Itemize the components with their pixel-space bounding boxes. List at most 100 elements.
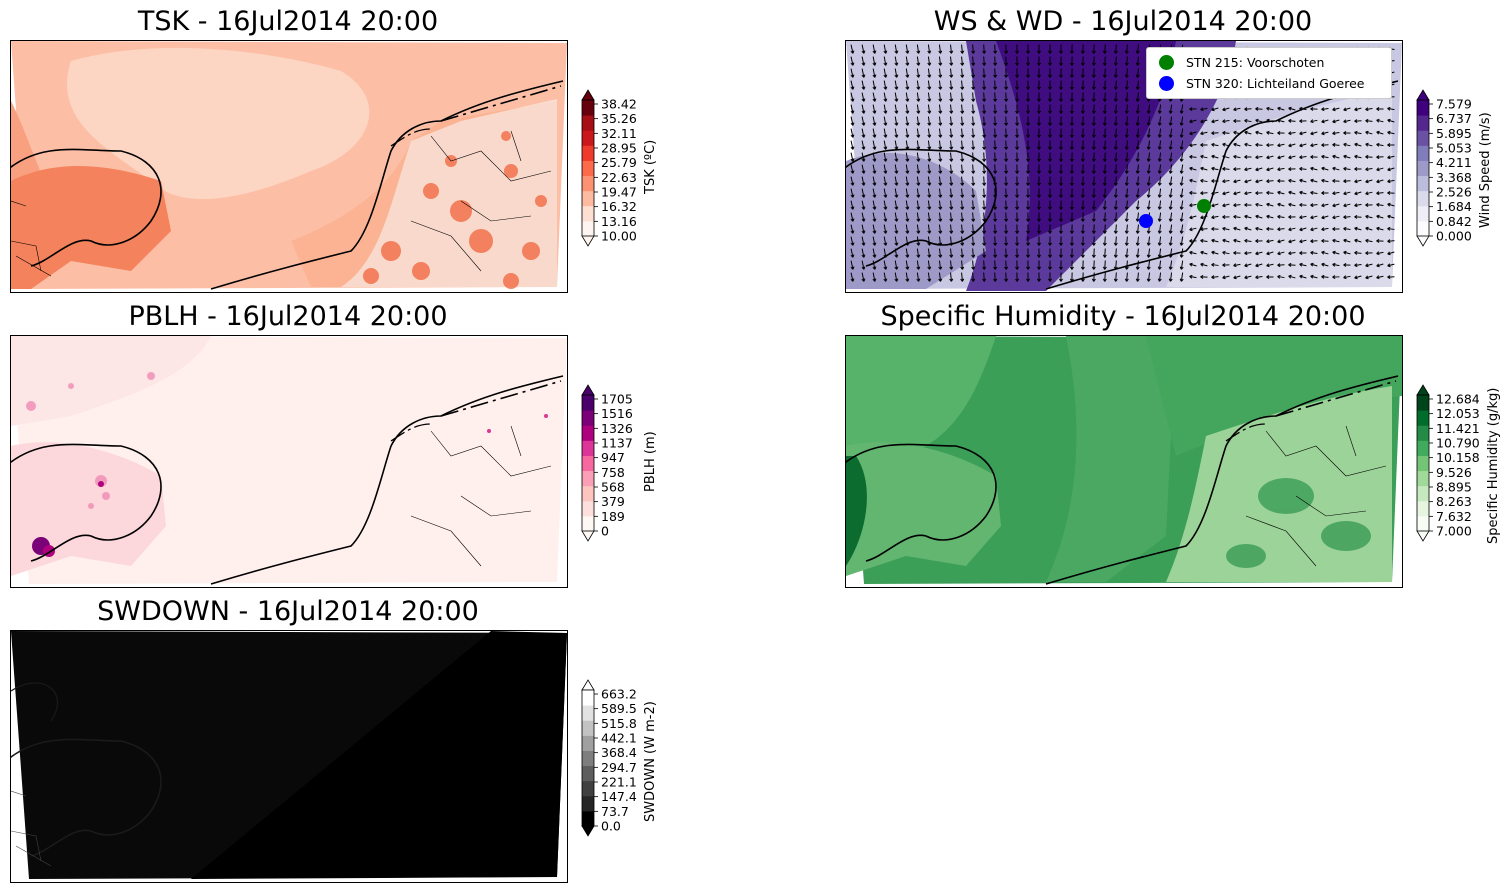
wind-arrow — [982, 92, 987, 102]
hum-colorbar-color-step — [1417, 515, 1429, 532]
wind-arrow — [1102, 176, 1107, 186]
ws-colorbar-color-step — [1417, 190, 1429, 207]
pblh-colorbar-color-step — [582, 425, 594, 441]
wind-arrow — [1048, 92, 1052, 102]
wind-arrow — [1146, 272, 1151, 282]
wind-arrow — [1048, 44, 1052, 54]
wind-arrow — [971, 260, 976, 270]
wind-arrow — [1343, 203, 1351, 208]
wind-arrow — [1058, 80, 1063, 90]
wind-arrow — [1354, 130, 1362, 135]
wind-arrow — [1277, 106, 1285, 111]
wind-arrow — [949, 260, 954, 270]
pblh-colorbar-tick-label: 758 — [601, 465, 625, 480]
ws-colorbar-tick-label: 0.842 — [1436, 214, 1472, 229]
wind-arrow — [850, 128, 855, 138]
wind-arrow — [1102, 56, 1107, 66]
wind-arrow — [1004, 164, 1009, 174]
wind-arrow — [1124, 116, 1129, 126]
pblh-colorbar-tick-label: 947 — [601, 450, 625, 465]
wind-arrow — [1376, 275, 1384, 280]
wind-arrow — [872, 224, 877, 234]
wind-arrow — [1135, 116, 1140, 126]
wind-arrow — [1102, 92, 1107, 102]
wind-arrow — [894, 80, 899, 90]
wind-arrow — [1387, 239, 1395, 244]
wind-arrow — [1179, 236, 1184, 246]
wind-arrow — [1048, 224, 1052, 234]
wind-arrow — [982, 200, 987, 210]
wind-arrow — [1200, 131, 1208, 136]
wind-arrow — [1222, 203, 1230, 208]
pblh-title: PBLH - 16Jul2014 20:00 — [128, 301, 448, 332]
wind-arrow — [1124, 236, 1129, 246]
wind-arrow — [1058, 200, 1063, 210]
wind-arrow — [1387, 202, 1395, 207]
wind-arrow — [949, 224, 954, 234]
wind-arrow — [993, 164, 998, 174]
wind-arrow — [1266, 251, 1274, 256]
wind-arrow — [1387, 118, 1395, 123]
hum-colorbar-tick-label: 7.632 — [1436, 509, 1472, 524]
wind-arrow — [1113, 236, 1118, 246]
wind-arrow — [883, 128, 888, 138]
wind-arrow — [1048, 272, 1052, 282]
wind-arrow — [1037, 260, 1041, 270]
wind-arrow — [1211, 275, 1219, 280]
wind-arrow — [971, 104, 976, 114]
wind-arrow — [1080, 44, 1085, 54]
wind-arrow — [861, 260, 866, 270]
wind-arrow — [1157, 140, 1162, 150]
wind-arrow — [1365, 203, 1373, 207]
wind-arrow — [993, 92, 998, 102]
wind-arrow — [1037, 176, 1041, 186]
wind-arrow — [1321, 178, 1329, 183]
wind-arrow — [1244, 142, 1252, 147]
swdown-map — [10, 630, 568, 883]
wind-arrow — [1004, 92, 1009, 102]
wind-arrow — [1354, 203, 1362, 208]
hum-colorbar-color-step — [1417, 425, 1429, 441]
wind-arrow — [1365, 263, 1373, 268]
wind-arrow — [1015, 80, 1020, 90]
wind-arrow — [1376, 191, 1384, 196]
wind-arrow — [1200, 143, 1208, 147]
ws-colorbar-tick-label: 4.211 — [1436, 155, 1472, 170]
pblh-colorbar-color-step — [582, 455, 594, 472]
wind-arrow — [1365, 179, 1373, 184]
wind-arrow — [982, 176, 987, 186]
wind-arrow — [1343, 119, 1351, 124]
wind-arrow — [1135, 260, 1140, 270]
wind-arrow — [1288, 131, 1296, 136]
wind-arrow — [1102, 164, 1107, 174]
wind-arrow — [883, 68, 888, 78]
wind-arrow — [1266, 155, 1274, 160]
wind-arrow — [883, 80, 888, 90]
wind-arrow — [938, 248, 943, 258]
wind-arrow — [1026, 188, 1031, 198]
wind-arrow — [1091, 248, 1096, 258]
wind-arrow — [916, 200, 921, 210]
wind-arrow — [982, 188, 987, 198]
swdown-colorbar-tick-label: 663.2 — [601, 687, 637, 702]
hum-colorbar-tick-label: 10.158 — [1436, 450, 1480, 465]
wind-arrow — [894, 104, 899, 114]
wind-arrow — [1080, 212, 1085, 222]
wind-arrow — [1343, 215, 1351, 220]
wind-arrow — [1146, 128, 1151, 138]
wind-arrow — [1004, 56, 1009, 66]
wind-arrow — [1244, 191, 1252, 196]
wind-arrow — [894, 68, 899, 78]
wind-arrow — [1058, 140, 1063, 150]
wind-arrow — [971, 128, 976, 138]
wind-arrow — [949, 116, 954, 126]
wind-arrow — [905, 56, 910, 66]
pblh-colorbar-color-step — [582, 395, 594, 411]
wind-arrow — [1091, 260, 1096, 270]
wind-arrow — [1244, 155, 1252, 159]
wind-arrow — [861, 140, 866, 150]
wind-arrow — [1189, 203, 1197, 208]
wind-arrow — [1058, 272, 1063, 282]
hum-colorbar-tick-label: 11.421 — [1436, 421, 1480, 436]
wind-arrow — [1376, 263, 1384, 268]
